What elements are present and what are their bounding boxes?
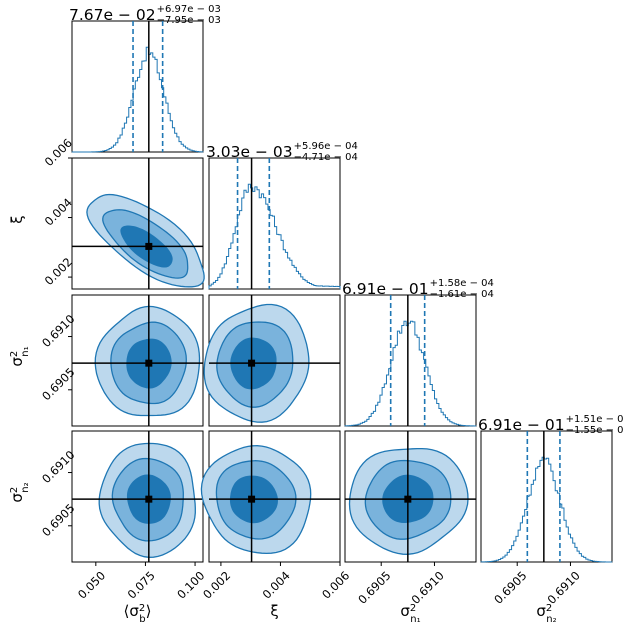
truth-marker	[248, 359, 256, 367]
title-minus-error: −7.95e − 03	[157, 15, 221, 26]
contour-panel-sigma_n1-vs-sigma_n2	[344, 430, 477, 563]
hist-title-sigma_b: 7.67e − 02 +6.97e − 03−7.95e − 03	[69, 4, 221, 26]
x-axis-label-xi: ξ	[270, 602, 278, 620]
truth-marker	[145, 242, 153, 250]
truth-marker	[145, 359, 153, 367]
y-tick-label: 0.004	[42, 195, 75, 228]
y-axis-label-sigma_n2: σ2n₂	[8, 482, 31, 502]
x-tick-label: 0.050	[75, 568, 108, 601]
hist-title-sigma_n2: 6.91e − 01+1.51e − 04−1.55e − 04	[478, 414, 623, 436]
contour-panel-xi-vs-sigma_n2	[200, 430, 341, 563]
label-sub: b	[139, 614, 145, 625]
panel-frame	[71, 157, 204, 290]
title-value: 3.03e − 03	[206, 143, 293, 161]
panel-frame	[344, 430, 477, 563]
title-minus-error: −1.61e − 04	[430, 289, 494, 300]
truth-marker	[404, 495, 412, 503]
contour-panel-sigma_b-vs-sigma_n2	[71, 430, 204, 563]
hist-title-sigma_n1: 6.91e − 01 +1.58e − 04−1.61e − 04	[342, 278, 494, 300]
hist-panel-sigma_n1	[344, 294, 477, 427]
title-value: 6.91e − 01	[342, 280, 429, 298]
x-tick-label: 0.100	[174, 568, 207, 601]
histogram-sigma_b	[72, 46, 204, 153]
label-sub: n₂	[20, 482, 31, 492]
panel-frame	[71, 20, 204, 153]
label-sup: 2	[546, 603, 552, 614]
panel-frame	[344, 294, 477, 427]
label-sub: n₁	[20, 346, 31, 356]
x-axis-sigma_b: 0.050 0.075 0.100 ⟨σ2 b⟩	[75, 562, 207, 625]
x-tick-label: 0.002	[200, 568, 233, 601]
x-tick-label: 0.004	[260, 568, 293, 601]
hist-panel-sigma_b	[71, 20, 204, 153]
contour-panel-sigma_b-vs-sigma_n1	[71, 294, 204, 427]
label-sup: 2	[410, 603, 416, 614]
title-value: 7.67e − 02	[69, 6, 156, 24]
contour-panel-xi-vs-sigma_n1	[203, 294, 341, 427]
title-plus-error: +6.97e − 03	[157, 4, 221, 15]
panel-frame	[480, 430, 613, 563]
title-minus-error: −1.55e − 04	[566, 425, 623, 436]
label-sub: n₁	[410, 614, 420, 625]
x-tick-label: 0.006	[319, 568, 352, 601]
y-tick-label: 0.006	[42, 136, 75, 169]
hist-panel-sigma_n2	[480, 430, 613, 563]
y-axis-xi: 0.002 0.004 0.006 ξ	[8, 136, 75, 288]
contour-panel-sigma_b-vs-xi	[71, 157, 205, 290]
x-tick-label: 0.6910	[408, 568, 446, 606]
hist-panel-xi	[208, 157, 341, 290]
x-tick-label: 0.6905	[491, 568, 529, 606]
title-plus-error: +5.96e − 04	[294, 141, 358, 152]
x-axis-label-sigma_n1: σ2 n₁	[400, 602, 420, 625]
title-plus-error: +1.58e − 04	[430, 278, 494, 289]
y-axis-label-sigma_n1: σ2n₁	[8, 346, 31, 366]
truth-marker	[145, 495, 153, 503]
histogram-xi	[208, 183, 341, 289]
title-minus-error: −4.71e − 04	[294, 152, 358, 163]
histogram-sigma_n2	[480, 456, 613, 563]
label-sub: n₂	[546, 614, 556, 625]
x-tick-label: 0.075	[125, 568, 158, 601]
x-axis-xi: 0.002 0.004 0.006 ξ	[200, 562, 352, 620]
label-sup: 2	[139, 603, 145, 614]
truth-marker	[248, 495, 256, 503]
title-value: 6.91e − 01	[478, 416, 565, 434]
histogram-sigma_n1	[344, 320, 477, 427]
hist-title-xi: 3.03e − 03 +5.96e − 04−4.71e − 04	[206, 141, 358, 163]
x-tick-label: 0.6910	[544, 568, 582, 606]
x-axis-label-sigma_b: ⟨σ2 b⟩	[124, 602, 152, 625]
y-axis-label-xi: ξ	[8, 215, 26, 223]
x-axis-label-sigma_n2: σ2 n₂	[536, 602, 556, 625]
title-plus-error: +1.51e − 04	[566, 414, 623, 425]
panel-frame	[71, 294, 204, 427]
label-sup: 2	[9, 351, 20, 357]
label-tail: ⟩	[146, 602, 152, 620]
label-sup: 2	[9, 487, 20, 493]
panel-frame	[208, 157, 341, 290]
y-tick-label: 0.002	[42, 255, 75, 288]
x-tick-label: 0.6905	[355, 568, 393, 606]
